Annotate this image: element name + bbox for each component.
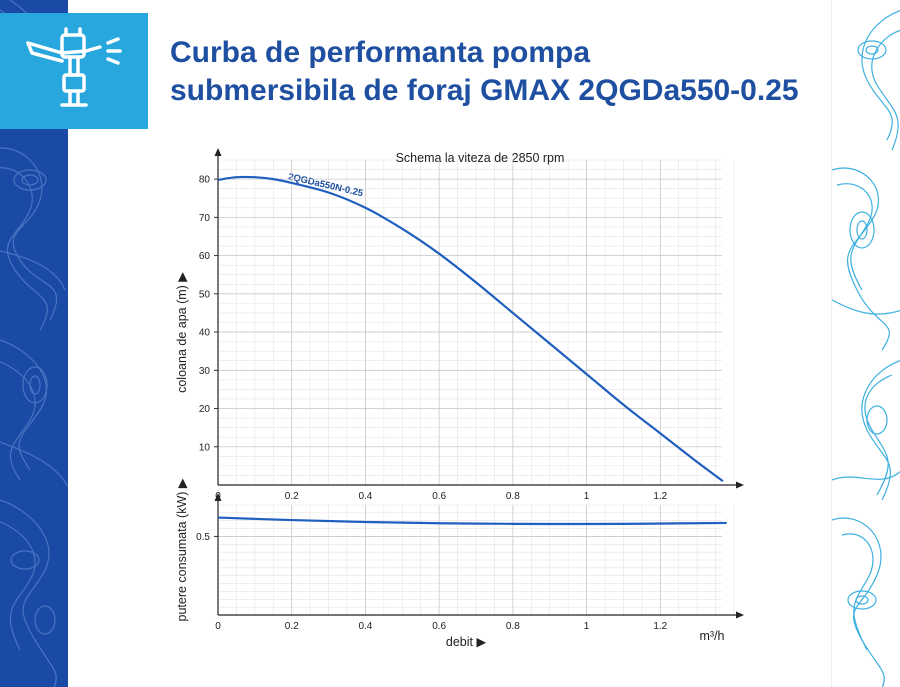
head-curve: [217, 175, 724, 483]
x-tick-label: 0: [215, 621, 221, 632]
y-tick-label: 40: [199, 328, 211, 339]
x-axis-arrow: [736, 481, 744, 489]
decorative-right-band: [831, 0, 900, 687]
title-line-1: Curba de performanta pompa: [170, 36, 591, 69]
performance-chart: Schema la viteza de 2850 rpm coloana de …: [160, 140, 750, 660]
top-y-axis-label: coloana de apa (m) ▶: [175, 272, 189, 393]
y-tick-label: 60: [199, 251, 211, 262]
contour-pattern-right: [832, 10, 900, 687]
chart-title: Schema la viteza de 2850 rpm: [396, 151, 565, 165]
page-title: Curba de performanta pompa submersibila …: [170, 34, 850, 110]
y-axis-arrow: [214, 148, 222, 156]
logo-box: [0, 13, 148, 129]
x-tick-label: 0.2: [285, 621, 299, 632]
x-tick-label: 0.6: [432, 491, 446, 502]
x-axis-arrow: [736, 611, 744, 619]
sprinkler-icon: [26, 27, 122, 107]
x-tick-label: 0.4: [358, 621, 372, 632]
bottom-y-axis-label: putere consumata (kW) ▶: [175, 478, 189, 621]
power-curve: [217, 516, 727, 526]
y-tick-label: 0.5: [196, 532, 210, 543]
x-axis-unit: m³/h: [700, 629, 725, 643]
y-tick-label: 20: [199, 404, 211, 415]
x-tick-label: 0.6: [432, 621, 446, 632]
x-axis-label: debit ▶: [446, 635, 487, 649]
x-tick-label: 1: [584, 621, 590, 632]
title-line-2: submersibila de foraj GMAX 2QGDa550-0.25: [170, 74, 799, 107]
x-tick-label: 0.4: [358, 491, 372, 502]
x-tick-label: 0.8: [506, 491, 520, 502]
x-tick-label: 0.2: [285, 491, 299, 502]
y-tick-label: 70: [199, 213, 211, 224]
x-tick-label: 0.8: [506, 621, 520, 632]
x-tick-label: 1.2: [653, 491, 667, 502]
x-tick-label: 1: [584, 491, 590, 502]
y-tick-label: 80: [199, 175, 211, 186]
chart-svg: Schema la viteza de 2850 rpm coloana de …: [175, 148, 744, 649]
y-tick-label: 50: [199, 289, 211, 300]
y-tick-label: 30: [199, 366, 211, 377]
x-tick-label: 1.2: [653, 621, 667, 632]
y-tick-label: 10: [199, 442, 211, 453]
y-axis-arrow: [214, 493, 222, 501]
